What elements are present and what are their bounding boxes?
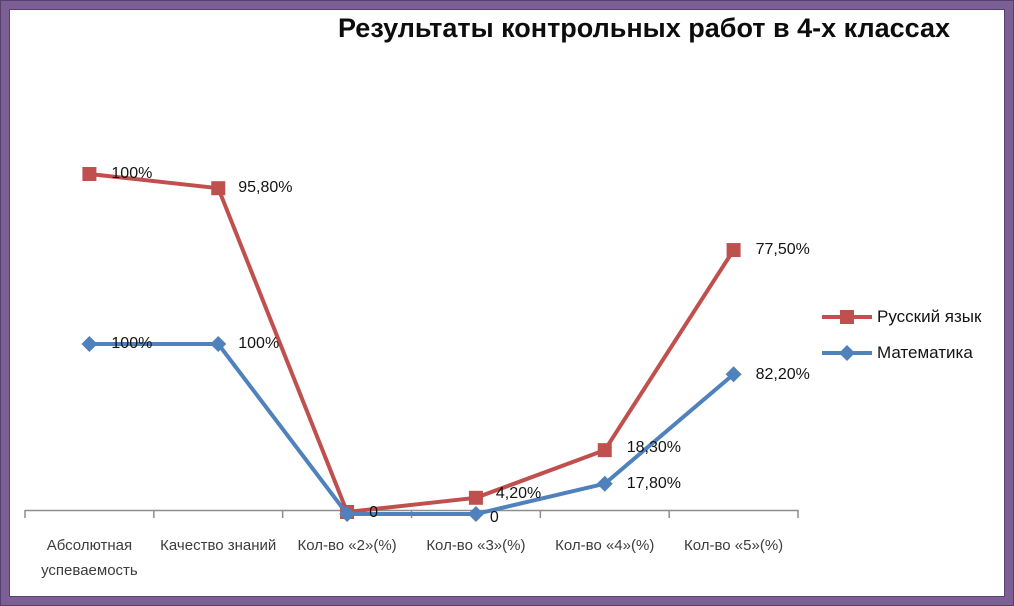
x-axis-label: Кол-во «5»(%) bbox=[683, 537, 784, 554]
data-label: 95,80% bbox=[238, 179, 293, 197]
data-label: 18,30% bbox=[626, 439, 682, 457]
data-label: 100% bbox=[111, 335, 153, 352]
marker-square bbox=[726, 243, 741, 258]
legend-marker-russian-icon bbox=[822, 310, 872, 324]
data-label: 17,80% bbox=[626, 474, 682, 492]
legend-marker-math-icon bbox=[822, 345, 872, 361]
marker-diamond bbox=[725, 366, 742, 383]
data-label: 0 bbox=[489, 509, 499, 526]
marker-diamond bbox=[339, 506, 356, 522]
series-line-russian bbox=[87, 172, 736, 514]
marker-diamond bbox=[81, 336, 98, 352]
x-axis-label: Абсолютная успеваемость bbox=[41, 537, 138, 579]
legend-item-math: Математика bbox=[820, 341, 973, 365]
marker-diamond bbox=[596, 475, 613, 492]
x-axis-label: Кол-во «3»(%) bbox=[426, 537, 526, 554]
chart-title: Результаты контрольных работ в 4-х класс… bbox=[337, 13, 951, 43]
data-label: 82,20% bbox=[755, 366, 810, 384]
legend-label-russian: Русский язык bbox=[877, 307, 982, 326]
data-label: 4,20% bbox=[495, 484, 542, 502]
marker-square bbox=[468, 490, 483, 505]
legend-item-russian: Русский язык bbox=[820, 305, 981, 329]
series-line-math bbox=[87, 342, 736, 516]
marker-diamond bbox=[467, 506, 484, 522]
marker-square bbox=[211, 181, 226, 196]
data-label: 100% bbox=[111, 165, 153, 182]
marker-square bbox=[82, 167, 97, 181]
legend-label-math: Математика bbox=[877, 343, 973, 362]
data-label: 77,50% bbox=[755, 241, 810, 259]
x-axis-label: Качество знаний bbox=[160, 537, 277, 554]
x-axis-label: Кол-во «2»(%) bbox=[297, 537, 397, 554]
marker-diamond bbox=[210, 336, 227, 352]
data-label: 0 bbox=[369, 504, 378, 521]
data-label: 100% bbox=[238, 335, 280, 352]
marker-square bbox=[597, 443, 612, 458]
x-axis-label: Кол-во «4»(%) bbox=[555, 537, 655, 554]
